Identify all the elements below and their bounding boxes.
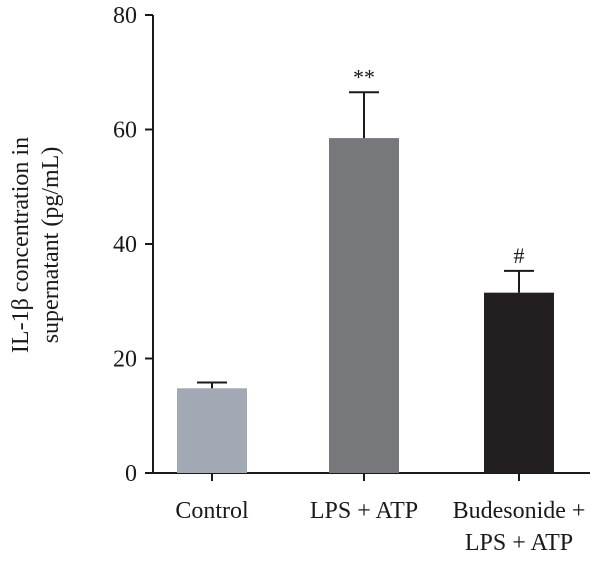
y-axis-title-line: supernatant (pg/mL) — [38, 147, 64, 344]
bar — [329, 138, 399, 473]
y-tick-label: 0 — [125, 461, 137, 487]
bar — [177, 388, 247, 473]
y-tick-label: 40 — [113, 232, 137, 258]
y-tick-label: 80 — [113, 3, 137, 29]
significance-labels: ** # — [353, 64, 525, 268]
y-tick-label: 60 — [113, 118, 137, 144]
x-category-label: Budesonide + — [453, 498, 586, 524]
y-axis-title: IL-1β concentration in supernatant (pg/mL… — [8, 137, 64, 353]
bars — [177, 138, 554, 473]
x-category-label: Control — [175, 498, 249, 524]
x-category-label: LPS + ATP — [465, 530, 573, 556]
y-axis-title-line: IL-1β concentration in — [8, 137, 34, 353]
bar — [484, 292, 554, 473]
x-axis-labels: Control LPS + ATP Budesonide + LPS + ATP — [175, 498, 585, 556]
x-axis — [153, 472, 590, 481]
significance-label: # — [514, 243, 525, 268]
y-tick-label: 20 — [113, 347, 137, 373]
x-category-label: LPS + ATP — [310, 498, 418, 524]
significance-label: ** — [353, 64, 375, 89]
y-axis: 0 20 40 60 80 — [113, 3, 154, 487]
error-bars — [197, 91, 534, 389]
